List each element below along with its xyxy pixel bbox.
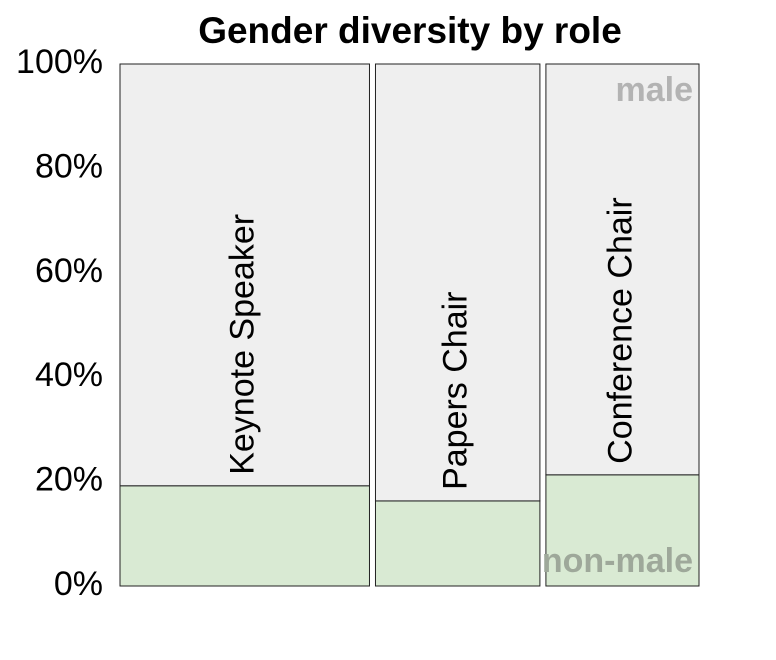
y-tick-label: 20% — [35, 461, 103, 499]
series-label: non-male — [542, 542, 693, 580]
bar-segment — [119, 485, 370, 587]
y-tick-label: 40% — [35, 356, 103, 394]
y-tick-label: 80% — [35, 147, 103, 185]
category-label: Papers Chair — [437, 291, 475, 489]
y-tick-label: 60% — [35, 252, 103, 290]
y-tick-label: 0% — [54, 565, 103, 603]
series-label: male — [616, 71, 694, 109]
bar-segment — [545, 63, 700, 476]
bar-segment — [119, 63, 370, 487]
y-tick-label: 100% — [16, 43, 103, 81]
category-label: Keynote Speaker — [224, 214, 262, 475]
category-label: Conference Chair — [601, 197, 639, 463]
bar-segment — [374, 63, 541, 502]
bar-segment — [374, 500, 541, 587]
chart-title: Gender diversity by role — [198, 10, 622, 51]
